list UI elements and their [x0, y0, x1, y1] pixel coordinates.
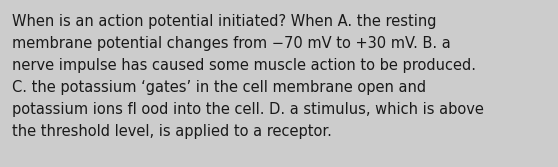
- Text: potassium ions fl ood into the cell. D. a stimulus, which is above: potassium ions fl ood into the cell. D. …: [12, 102, 484, 117]
- Text: When is an action potential initiated? When A. the resting: When is an action potential initiated? W…: [12, 14, 436, 29]
- Text: membrane potential changes from −70 mV to +30 mV. B. a: membrane potential changes from −70 mV t…: [12, 36, 451, 51]
- Text: C. the potassium ‘gates’ in the cell membrane open and: C. the potassium ‘gates’ in the cell mem…: [12, 80, 426, 95]
- Text: nerve impulse has caused some muscle action to be produced.: nerve impulse has caused some muscle act…: [12, 58, 476, 73]
- Text: the threshold level, is applied to a receptor.: the threshold level, is applied to a rec…: [12, 124, 332, 139]
